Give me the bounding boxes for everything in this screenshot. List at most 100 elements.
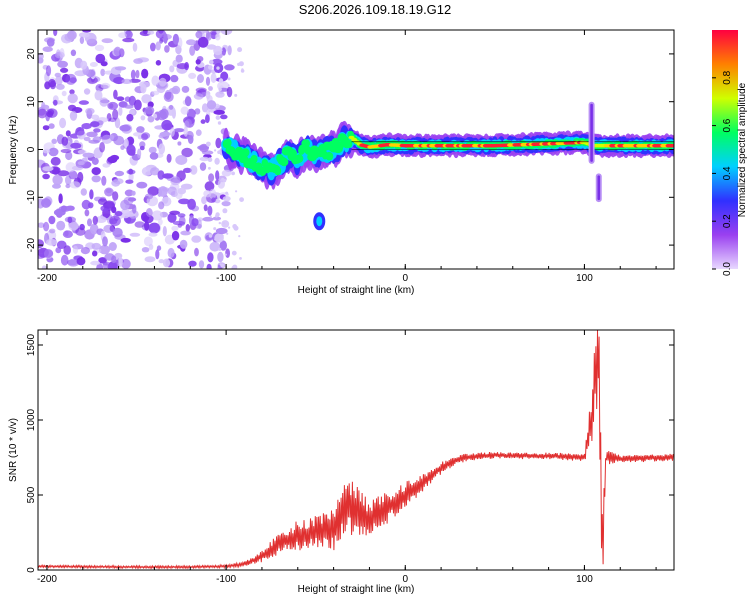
- noise-speckle: [234, 93, 238, 97]
- noise-speckle: [38, 108, 47, 119]
- noise-speckle: [102, 163, 111, 168]
- noise-speckle: [86, 131, 98, 138]
- noise-speckle: [201, 103, 209, 113]
- noise-speckle: [214, 238, 217, 241]
- spectrogram-y-tick-label: -20: [26, 237, 37, 252]
- noise-speckle: [126, 113, 134, 122]
- noise-speckle: [65, 73, 77, 85]
- noise-speckle: [65, 130, 71, 137]
- noise-speckle: [136, 181, 148, 189]
- noise-speckle: [124, 138, 129, 148]
- colorbar-ticks: 0.0 0.2 0.4 0.6 0.8: [712, 70, 733, 276]
- noise-speckle: [80, 60, 88, 70]
- spectrogram-y-tick-label: 10: [26, 96, 37, 108]
- noise-speckle: [53, 99, 58, 106]
- noise-speckle: [65, 151, 73, 161]
- noise-speckle: [69, 89, 75, 95]
- noise-speckle: [120, 237, 131, 243]
- noise-speckle: [133, 58, 144, 64]
- noise-speckle: [67, 93, 78, 104]
- noise-speckle: [42, 46, 53, 52]
- noise-speckle: [153, 113, 158, 119]
- noise-speckle: [136, 126, 145, 134]
- noise-speckle: [171, 230, 180, 241]
- noise-speckle: [158, 77, 167, 87]
- noise-speckle: [55, 75, 63, 86]
- noise-speckle: [189, 45, 196, 56]
- noise-speckle: [55, 247, 62, 254]
- noise-speckle: [195, 87, 207, 93]
- noise-speckle: [218, 78, 224, 83]
- noise-speckle: [186, 108, 196, 120]
- feature-streak-core: [597, 175, 601, 201]
- noise-speckle: [221, 169, 232, 177]
- noise-speckle: [56, 240, 67, 249]
- noise-speckle: [42, 166, 54, 172]
- noise-speckle: [215, 227, 228, 235]
- noise-speckle: [178, 198, 191, 205]
- noise-speckle: [124, 96, 131, 102]
- noise-speckle: [224, 253, 227, 256]
- noise-speckle: [187, 135, 194, 144]
- noise-speckle: [135, 69, 140, 79]
- noise-speckle: [145, 208, 153, 217]
- spectrogram-y-tick-label: -10: [26, 190, 37, 205]
- noise-speckle: [180, 106, 189, 115]
- noise-speckle: [100, 82, 111, 89]
- snr-y-tick-label: 1000: [26, 408, 37, 431]
- noise-speckle: [129, 232, 141, 237]
- noise-speckle: [225, 248, 231, 258]
- noise-speckle: [60, 148, 72, 154]
- noise-speckle: [198, 260, 205, 269]
- noise-speckle: [99, 134, 111, 140]
- noise-speckle: [175, 155, 188, 165]
- noise-speckle: [214, 149, 217, 152]
- noise-speckle: [140, 115, 146, 121]
- noise-speckle: [98, 198, 108, 206]
- noise-speckle: [120, 145, 125, 151]
- noise-speckle: [170, 74, 179, 83]
- noise-speckle: [80, 188, 88, 196]
- noise-speckle: [99, 142, 105, 153]
- noise-speckle: [41, 265, 47, 269]
- noise-speckle: [237, 47, 243, 53]
- noise-speckle: [144, 193, 154, 200]
- noise-speckle: [205, 30, 210, 39]
- noise-speckle: [103, 224, 115, 233]
- noise-speckle: [38, 198, 45, 209]
- noise-speckle: [100, 68, 106, 77]
- noise-speckle: [211, 197, 216, 203]
- noise-speckle: [207, 252, 214, 263]
- noise-speckle: [169, 127, 175, 137]
- noise-speckle: [90, 121, 100, 128]
- noise-speckle: [206, 141, 211, 147]
- band-cell: [274, 166, 282, 176]
- noise-speckle: [215, 170, 220, 181]
- noise-speckle: [213, 227, 217, 231]
- noise-speckle: [76, 257, 86, 266]
- noise-speckle: [219, 240, 227, 251]
- noise-speckle: [78, 32, 90, 38]
- noise-speckle: [83, 136, 91, 142]
- noise-speckle: [222, 196, 231, 202]
- noise-speckle: [92, 250, 98, 257]
- noise-speckle: [237, 62, 241, 66]
- noise-speckle: [144, 256, 156, 263]
- noise-speckle: [206, 263, 212, 269]
- noise-speckle: [41, 101, 46, 111]
- noise-speckle: [167, 186, 177, 196]
- noise-speckle: [221, 47, 226, 56]
- noise-speckle: [191, 218, 199, 227]
- noise-speckle: [220, 114, 228, 120]
- noise-speckle: [68, 170, 78, 180]
- noise-speckle: [69, 181, 81, 189]
- noise-speckle: [57, 60, 68, 68]
- noise-speckle: [208, 188, 217, 200]
- band-cell: [301, 139, 311, 148]
- noise-speckle: [185, 224, 190, 232]
- snr-y-label: SNR (10 * v/v): [8, 418, 19, 482]
- noise-speckle: [144, 220, 150, 231]
- noise-speckle: [226, 86, 233, 98]
- noise-speckle: [143, 236, 153, 247]
- noise-speckle: [132, 204, 137, 214]
